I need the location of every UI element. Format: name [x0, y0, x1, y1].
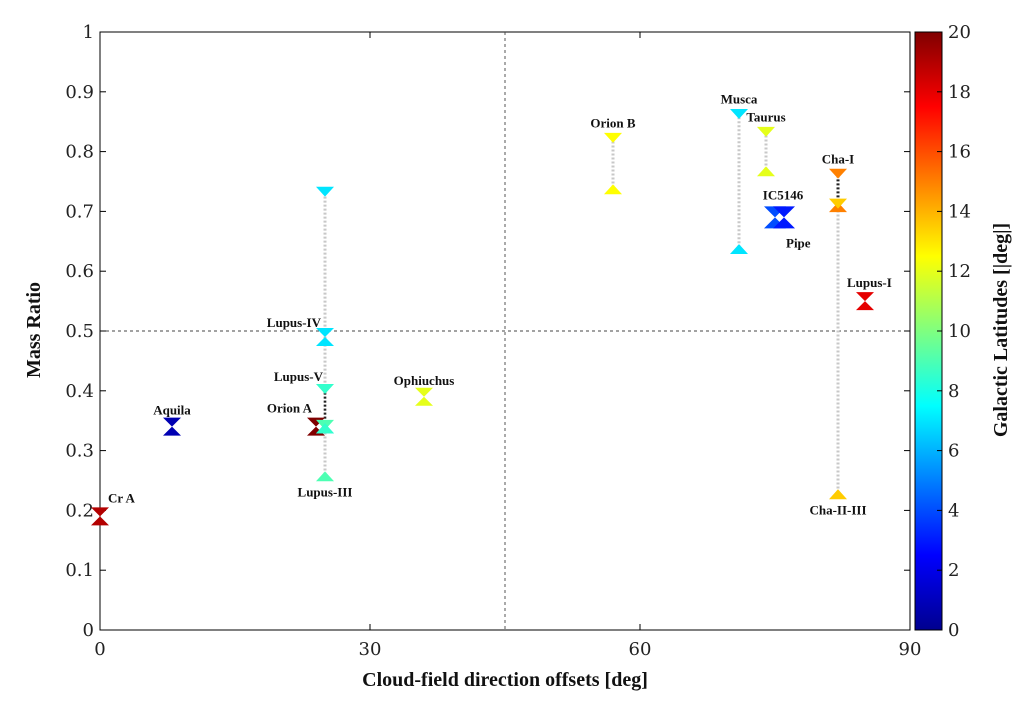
range-marker-top	[604, 132, 622, 143]
colorbar-tick-label: 18	[948, 82, 971, 103]
y-tick-label: 0.8	[65, 142, 94, 163]
y-tick-label: 1	[83, 22, 94, 43]
point-label: Lupus-III	[298, 485, 353, 500]
y-tick-label: 0.9	[65, 82, 94, 103]
range-marker-top	[757, 126, 775, 137]
colorbar-tick-label: 8	[948, 381, 959, 402]
range-marker-top	[316, 384, 334, 394]
point-label: Orion B	[590, 116, 635, 131]
range-marker-top	[829, 168, 847, 179]
colorbar-label: Galactic Latitudes [|deg|]	[990, 223, 1012, 437]
colorbar-tick-label: 16	[948, 142, 971, 163]
point-label: Cha-II-III	[809, 502, 866, 517]
colorbar-tick-label: 14	[948, 201, 971, 222]
colorbar-tick-label: 0	[948, 620, 959, 641]
range-marker-top	[730, 108, 748, 119]
data-point	[91, 507, 109, 526]
x-axis-label: Cloud-field direction offsets [deg]	[362, 669, 648, 691]
y-tick-label: 0.5	[65, 321, 94, 342]
range-marker-bottom	[316, 471, 334, 482]
point-label: Cr A	[108, 490, 135, 505]
point-label: Pipe	[786, 235, 811, 250]
colorbar: 0 2 4 6 8 10 12 14 16 18 20	[914, 22, 971, 641]
point-label: Lupus-V	[274, 369, 324, 384]
point-label: Orion A	[267, 401, 313, 416]
data-point	[773, 206, 795, 229]
range-marker-top	[316, 186, 334, 197]
y-tick-label: 0.3	[65, 441, 94, 462]
x-tick-label: 90	[899, 639, 922, 660]
point-label: IC5146	[763, 187, 804, 202]
x-tick-label: 60	[629, 639, 652, 660]
range-marker-bottom	[730, 244, 748, 255]
range-marker-bottom	[604, 184, 622, 195]
point-label: Musca	[721, 92, 758, 107]
colorbar-tick-label: 2	[948, 560, 959, 581]
y-tick-label: 0.6	[65, 261, 94, 282]
y-tick-label: 0.1	[65, 560, 94, 581]
y-tick-label: 0.2	[65, 500, 94, 521]
point-label: Cha-I	[822, 152, 855, 167]
colorbar-tick-label: 10	[948, 321, 971, 342]
data-point	[316, 327, 334, 346]
data-point	[163, 417, 181, 436]
x-tick-label: 30	[359, 639, 382, 660]
colorbar-tick-label: 6	[948, 441, 959, 462]
y-tick-label: 0	[83, 620, 94, 641]
colorbar-tick-label: 4	[948, 500, 959, 521]
range-marker-bottom	[829, 489, 847, 500]
y-axis-label: Mass Ratio	[23, 282, 45, 378]
data-point	[856, 292, 874, 311]
range-marker-bottom	[757, 166, 775, 177]
y-tick-label: 0.7	[65, 201, 94, 222]
range-marker-top	[829, 198, 847, 209]
point-label: Ophiuchus	[394, 373, 455, 388]
y-tick-label: 0.4	[65, 381, 94, 402]
x-tick-label: 0	[94, 639, 105, 660]
data-point	[415, 387, 433, 406]
colorbar-tick-label: 12	[948, 261, 971, 282]
point-label: Lupus-IV	[267, 315, 322, 330]
point-label: Aquila	[153, 403, 191, 418]
point-label: Taurus	[746, 110, 785, 125]
point-label: Lupus-I	[847, 275, 892, 290]
colorbar-tick-label: 20	[948, 22, 971, 43]
range-marker-bottom	[316, 423, 334, 434]
plot-area: 0 0.1 0.2 0.3 0.4 0.5 0.6 0.7 0.8 0.9 1 0 30 60 90 Cr A…	[65, 22, 921, 660]
